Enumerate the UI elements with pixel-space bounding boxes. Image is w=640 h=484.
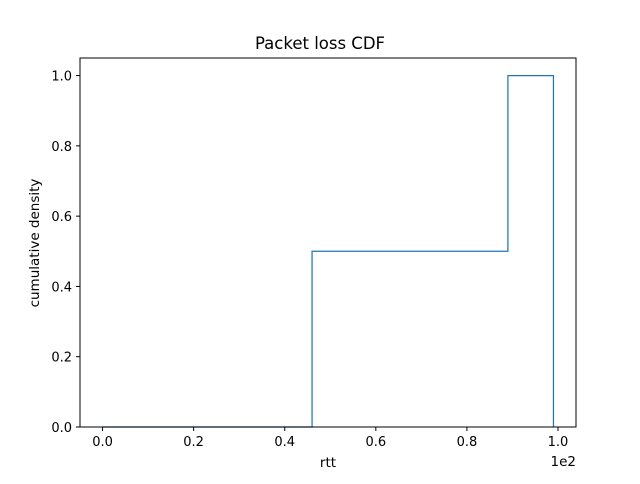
chart-title: Packet loss CDF — [255, 34, 385, 53]
y-axis-label: cumulative density — [27, 179, 43, 308]
x-tick-label: 0.6 — [365, 435, 386, 450]
x-tick-label: 0.2 — [183, 435, 204, 450]
x-axis-label: rtt — [320, 455, 336, 471]
y-axis-ticks: 0.0 0.2 0.4 0.6 0.8 1.0 — [51, 70, 80, 436]
x-tick-label: 1.0 — [548, 435, 569, 450]
plot-area-frame — [79, 57, 577, 428]
x-axis-offset-text: 1e2 — [551, 454, 576, 470]
y-tick-label: 0.2 — [51, 351, 72, 366]
y-tick-label: 0.6 — [51, 210, 72, 225]
y-tick-label: 1.0 — [51, 70, 72, 85]
x-tick-label: 0.8 — [457, 435, 478, 450]
y-tick-label: 0.4 — [51, 280, 72, 295]
x-tick-label: 0.0 — [92, 435, 113, 450]
x-tick-label: 0.4 — [274, 435, 295, 450]
y-tick-label: 0.8 — [51, 140, 72, 155]
x-axis-ticks: 0.0 0.2 0.4 0.6 0.8 1.0 — [92, 427, 568, 450]
y-tick-label: 0.0 — [51, 421, 72, 436]
